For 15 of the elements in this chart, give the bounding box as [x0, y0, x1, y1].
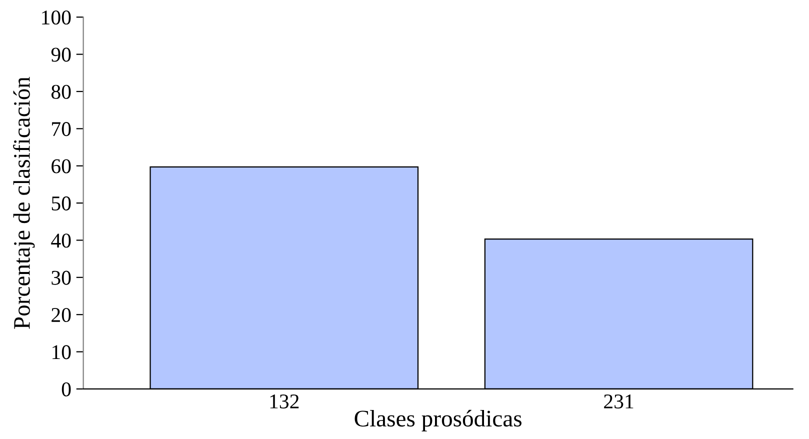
y-tick-label: 30	[52, 270, 71, 285]
y-tick-label: 70	[52, 122, 71, 136]
y-tick-label: 10	[52, 345, 71, 360]
y-tick-label: 80	[51, 84, 71, 99]
y-tick-label: 100	[42, 10, 71, 25]
y-tick-label: 20	[52, 308, 71, 322]
y-tick-label: 40	[51, 234, 71, 248]
x-axis-title: Clases prosódicas	[354, 410, 522, 432]
x-tick-label: 132	[270, 394, 299, 408]
y-tick-label: 50	[52, 196, 71, 210]
y-tick-label: 90	[51, 48, 71, 62]
x-tick-label: 231	[604, 394, 634, 408]
y-axis-title: Porcentaje de clasificación	[13, 76, 35, 329]
y-tick-label: 0	[62, 382, 71, 396]
y-tick-label: 60	[52, 159, 71, 174]
